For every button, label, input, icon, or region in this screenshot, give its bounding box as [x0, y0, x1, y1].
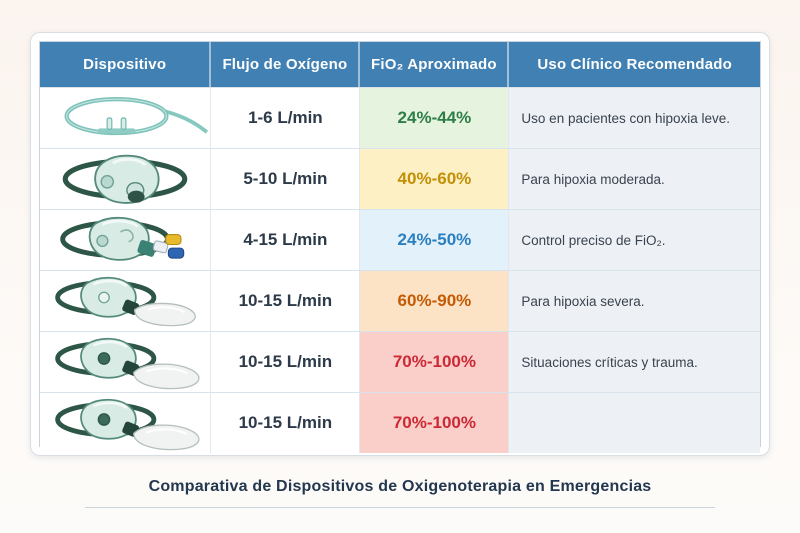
flow-value: 5-10 L/min — [211, 149, 361, 209]
flow-value: 10-15 L/min — [211, 393, 361, 453]
clinical-use: Situaciones críticas y trauma. — [509, 332, 760, 392]
device-cell — [40, 271, 212, 331]
clinical-use — [509, 393, 760, 453]
flow-value: 4-15 L/min — [211, 210, 361, 270]
table-row: 10-15 L/min 60%-90% Para hipoxia severa. — [40, 270, 760, 331]
fio2-value: 70%-100% — [360, 393, 510, 453]
clinical-use: Para hipoxia moderada. — [509, 149, 760, 209]
fio2-value: 40%-60% — [360, 149, 510, 209]
comparison-card: Dispositivo Flujo de Oxígeno FiO₂ Aproxi… — [30, 32, 770, 456]
fio2-value: 70%-100% — [360, 332, 510, 392]
device-cell — [40, 149, 212, 209]
partial-rebreather-mask-icon — [45, 273, 205, 329]
fio2-value: 24%-50% — [360, 210, 510, 270]
header-flujo: Flujo de Oxígeno — [211, 42, 361, 87]
header-fio2: FiO₂ Aproximado — [360, 42, 510, 87]
flow-value: 10-15 L/min — [211, 332, 361, 392]
nonrebreather-mask-icon — [45, 334, 205, 390]
header-uso-clinico: Uso Clínico Recomendado — [537, 56, 733, 73]
venturi-mask-icon — [45, 212, 205, 268]
chart-title: Comparativa de Dispositivos de Oxigenote… — [148, 478, 652, 495]
fio2-value: 60%-90% — [360, 271, 510, 331]
device-cell — [40, 88, 212, 148]
reservoir-bag-mask-icon — [45, 395, 205, 451]
clinical-use: Para hipoxia severa. — [509, 271, 760, 331]
flow-value: 1-6 L/min — [211, 88, 361, 148]
nasal-cannula-icon — [45, 90, 209, 146]
device-cell — [40, 332, 212, 392]
device-cell — [40, 210, 212, 270]
simple-face-mask-icon — [45, 151, 205, 207]
fio2-value: 24%-44% — [360, 88, 510, 148]
table-row: 10-15 L/min 70%-100% Situaciones crítica… — [40, 331, 760, 392]
table-row: 4-15 L/min 24%-50% Control preciso de Fi… — [40, 209, 760, 270]
clinical-use: Control preciso de FiO₂. — [509, 210, 760, 270]
oxygen-device-table: Dispositivo Flujo de Oxígeno FiO₂ Aproxi… — [39, 41, 761, 453]
header-dispositivo: Dispositivo — [40, 42, 212, 87]
flow-value: 10-15 L/min — [211, 271, 361, 331]
table-row: 10-15 L/min 70%-100% — [40, 392, 760, 453]
clinical-use: Uso en pacientes con hipoxia leve. — [509, 88, 760, 148]
table-row: 1-6 L/min 24%-44% Uso en pacientes con h… — [40, 87, 760, 148]
device-cell — [40, 393, 212, 453]
caption-divider — [85, 507, 715, 508]
table-row: 5-10 L/min 40%-60% Para hipoxia moderada… — [40, 148, 760, 209]
table-header-row: Dispositivo Flujo de Oxígeno FiO₂ Aproxi… — [40, 42, 760, 87]
